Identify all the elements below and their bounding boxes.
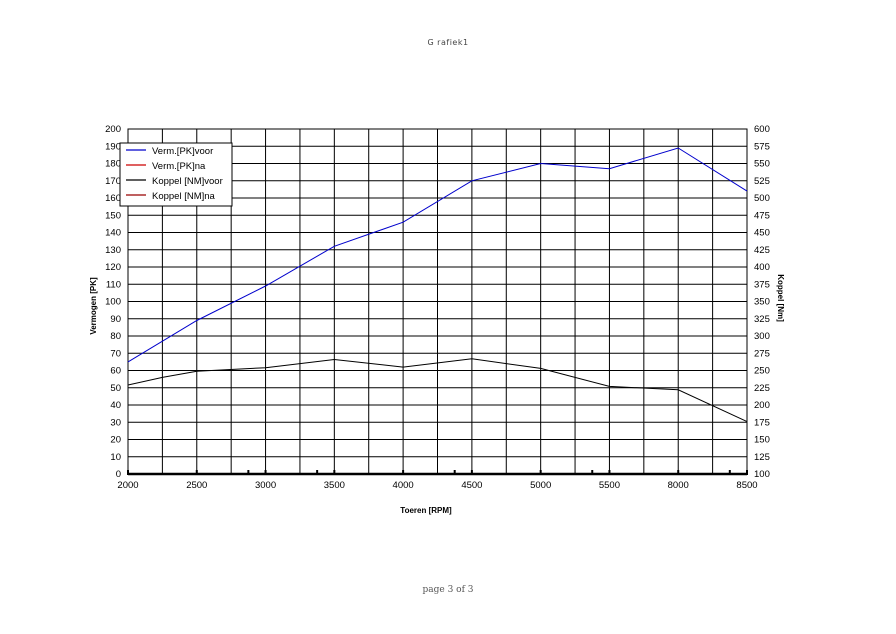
y-left-tick-label: 30 <box>110 417 121 428</box>
y-right-tick-label: 275 <box>754 348 770 359</box>
y-left-tick-label: 90 <box>110 314 121 325</box>
x-axis-label: Toeren [RPM] <box>400 506 452 515</box>
y-axis-left-label: Vermogen [PK] <box>89 277 98 335</box>
x-tick-label: 4000 <box>393 480 414 491</box>
y-left-tick-label: 70 <box>110 348 121 359</box>
chart-axes <box>127 128 748 476</box>
x-tick-label: 3500 <box>324 480 345 491</box>
series-line <box>127 147 748 363</box>
y-right-tick-label: 325 <box>754 314 770 325</box>
y-left-tick-label: 160 <box>105 193 121 204</box>
y-left-tick-label: 120 <box>105 262 121 273</box>
y-left-tick-label: 50 <box>110 383 121 394</box>
y-right-tick-label: 200 <box>754 400 770 411</box>
page-title: G rafiek1 <box>427 38 469 47</box>
y-right-tick-label: 550 <box>754 159 770 170</box>
legend-label: Koppel [NM]voor <box>152 176 223 187</box>
y-right-tick-label: 150 <box>754 435 770 446</box>
y-left-tick-label: 10 <box>110 452 121 463</box>
y-right-tick-label: 400 <box>754 262 770 273</box>
y-left-tick-label: 80 <box>110 331 121 342</box>
x-tick-label: 2500 <box>186 480 207 491</box>
y-left-tick-label: 40 <box>110 400 121 411</box>
legend-label: Verm.[PK]na <box>152 161 206 172</box>
y-left-tick-label: 140 <box>105 228 121 239</box>
y-right-tick-label: 175 <box>754 417 770 428</box>
y-right-tick-label: 100 <box>754 469 770 480</box>
y-right-tick-label: 375 <box>754 279 770 290</box>
x-tick-label: 5000 <box>530 480 551 491</box>
x-tick-label: 8500 <box>736 480 757 491</box>
y-right-tick-label: 300 <box>754 331 770 342</box>
y-left-tick-label: 190 <box>105 141 121 152</box>
y-left-tick-label: 170 <box>105 176 121 187</box>
y-right-tick-label: 575 <box>754 141 770 152</box>
x-axis-ticks: 2000 2500 3000 3500 4000 4500 5000 5500 8000 8500 <box>117 470 758 491</box>
y-left-tick-label: 150 <box>105 210 121 221</box>
y-left-tick-label: 60 <box>110 366 121 377</box>
series-line <box>127 358 748 423</box>
y-right-tick-label: 425 <box>754 245 770 256</box>
y-left-tick-label: 200 <box>105 124 121 135</box>
y-right-tick-label: 525 <box>754 176 770 187</box>
y-left-tick-label: 130 <box>105 245 121 256</box>
y-right-tick-label: 250 <box>754 366 770 377</box>
chart-grid <box>127 128 748 475</box>
y-left-tick-label: 110 <box>106 279 121 290</box>
y-right-tick-label: 500 <box>754 193 770 204</box>
y-axis-right-label: Koppel [Nm] <box>776 274 785 322</box>
y-right-tick-label: 450 <box>754 228 770 239</box>
left-axis-ticks: 0 10 20 30 40 50 60 70 80 90 100 110 120 130 140 150 160… <box>105 124 121 480</box>
legend-label: Koppel [NM]na <box>152 191 216 202</box>
page-footer: page 3 of 3 <box>422 585 474 595</box>
chart-legend: Verm.[PK]voor Verm.[PK]na Koppel [NM]voor K… <box>119 142 233 207</box>
y-left-tick-label: 180 <box>105 159 121 170</box>
y-right-tick-label: 350 <box>754 297 770 308</box>
y-right-tick-label: 225 <box>754 383 770 394</box>
y-left-tick-label: 0 <box>116 469 121 480</box>
x-tick-label: 2000 <box>117 480 138 491</box>
y-right-tick-label: 475 <box>754 210 770 221</box>
y-right-tick-label: 125 <box>754 452 770 463</box>
y-left-tick-label: 20 <box>110 435 121 446</box>
legend-label: Verm.[PK]voor <box>152 146 213 157</box>
x-tick-label: 4500 <box>461 480 482 491</box>
x-tick-label: 8000 <box>668 480 689 491</box>
x-tick-label: 5500 <box>599 480 620 491</box>
series-lines <box>127 147 748 423</box>
y-right-tick-label: 600 <box>754 124 770 135</box>
x-tick-label: 3000 <box>255 480 276 491</box>
y-left-tick-label: 100 <box>105 297 121 308</box>
right-axis-ticks: 100 125 150 175 200 225 250 275 300 325 350 375 400 4… <box>754 124 770 480</box>
